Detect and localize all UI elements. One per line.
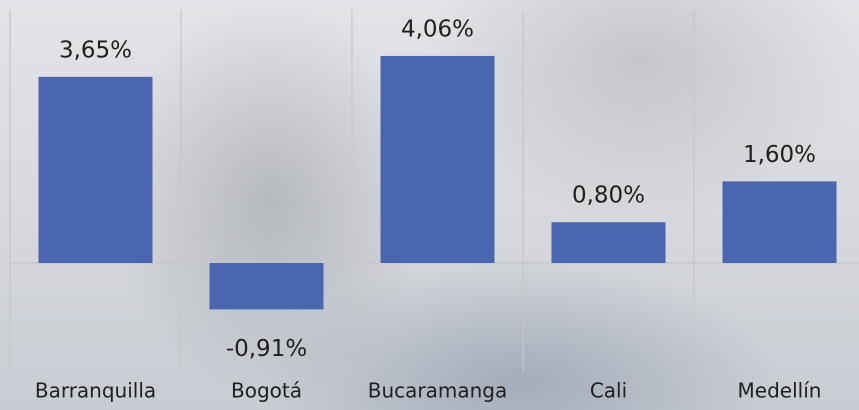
bar [210, 263, 324, 309]
value-label: 0,80% [572, 183, 645, 209]
x-tick-label: Cali [590, 379, 627, 403]
x-tick-label: Medellín [738, 379, 822, 403]
x-tick-label: Bucaramanga [368, 379, 508, 403]
value-label: 1,60% [743, 142, 816, 168]
bar [552, 222, 666, 263]
value-label: 3,65% [59, 37, 132, 63]
value-label: -0,91% [226, 336, 307, 362]
x-tick-label: Bogotá [231, 379, 302, 403]
bar [39, 77, 153, 263]
bar [381, 56, 495, 263]
value-label: 4,06% [401, 16, 474, 42]
x-tick-label: Barranquilla [35, 379, 156, 403]
chart: Barranquilla 3,65% Bogotá -0,91% Bucaramanga… [0, 0, 859, 410]
bar [723, 181, 837, 263]
